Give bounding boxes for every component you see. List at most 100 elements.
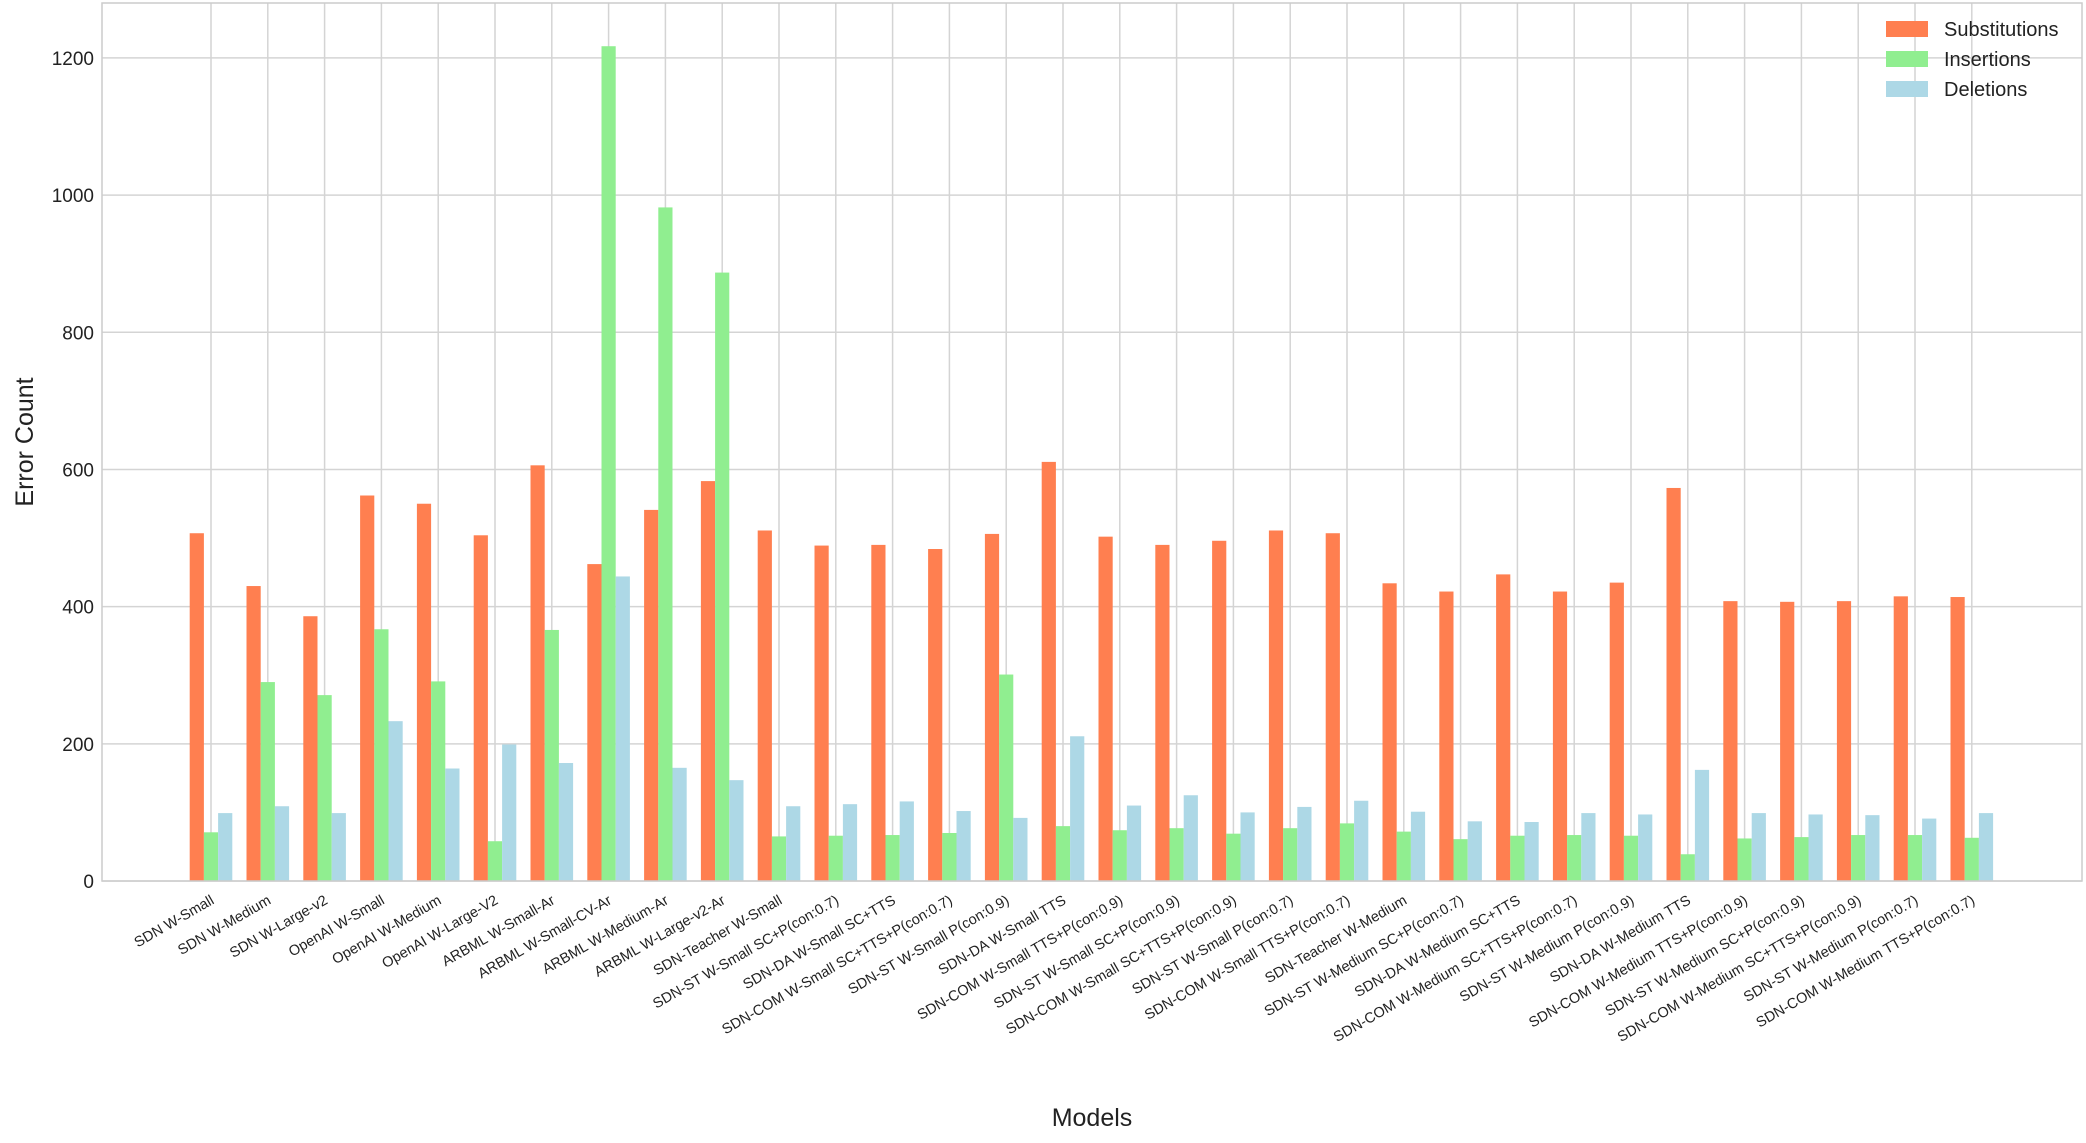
y-tick-label: 400 bbox=[62, 598, 94, 619]
bar-insertions bbox=[1794, 837, 1809, 881]
bar-insertions bbox=[1396, 831, 1411, 881]
bar-deletions bbox=[786, 806, 801, 881]
bar-series-group bbox=[189, 46, 1994, 882]
legend: Substitutions Insertions Deletions bbox=[1886, 19, 2059, 101]
bar-insertions bbox=[885, 835, 900, 881]
bar-insertions bbox=[431, 681, 446, 881]
bar-substitutions bbox=[928, 549, 943, 881]
bar-deletions bbox=[1183, 795, 1198, 881]
bar-insertions bbox=[544, 629, 559, 881]
bar-substitutions bbox=[1439, 591, 1454, 881]
y-axis-label: Error Count bbox=[11, 377, 39, 506]
bar-deletions bbox=[956, 811, 971, 881]
bar-insertions bbox=[658, 207, 673, 882]
bar-deletions bbox=[1524, 822, 1539, 881]
bar-deletions bbox=[331, 813, 346, 881]
y-tick-label: 200 bbox=[62, 735, 94, 756]
bar-insertions bbox=[203, 832, 219, 881]
bar-substitutions bbox=[757, 530, 772, 881]
bar-insertions bbox=[1851, 835, 1866, 881]
bar-substitutions bbox=[1780, 601, 1795, 881]
bar-substitutions bbox=[587, 564, 602, 881]
bar-deletions bbox=[672, 767, 687, 881]
bar-deletions bbox=[1297, 806, 1312, 881]
bar-substitutions bbox=[700, 481, 716, 881]
bar-insertions bbox=[1907, 835, 1923, 881]
bar-insertions bbox=[1226, 833, 1241, 881]
legend-swatch-deletions bbox=[1886, 81, 1928, 97]
bar-insertions bbox=[771, 836, 787, 881]
bar-deletions bbox=[1638, 814, 1653, 881]
bar-substitutions bbox=[1950, 597, 1965, 881]
bar-substitutions bbox=[1666, 487, 1681, 881]
bar-substitutions bbox=[1268, 530, 1284, 881]
bar-deletions bbox=[1694, 769, 1710, 881]
legend-label-substitutions: Substitutions bbox=[1944, 19, 2059, 41]
bar-substitutions bbox=[530, 465, 545, 881]
y-tick-label: 800 bbox=[62, 323, 94, 344]
bar-substitutions bbox=[1893, 596, 1908, 881]
legend-swatch-substitutions bbox=[1886, 21, 1928, 37]
bar-substitutions bbox=[416, 503, 432, 881]
bar-substitutions bbox=[1041, 461, 1056, 881]
bar-substitutions bbox=[1325, 533, 1340, 881]
bar-deletions bbox=[1013, 817, 1028, 881]
bar-deletions bbox=[1865, 815, 1880, 881]
bar-insertions bbox=[1055, 826, 1071, 881]
bar-substitutions bbox=[1723, 601, 1738, 881]
y-tick-label: 0 bbox=[83, 872, 94, 893]
bar-substitutions bbox=[303, 616, 318, 881]
bar-substitutions bbox=[1098, 536, 1113, 881]
bar-substitutions bbox=[1212, 540, 1227, 881]
bar-insertions bbox=[1510, 835, 1525, 881]
bar-substitutions bbox=[814, 545, 829, 881]
bar-insertions bbox=[1169, 828, 1184, 881]
legend-label-insertions: Insertions bbox=[1944, 49, 2031, 71]
bar-insertions bbox=[601, 46, 616, 882]
bar-insertions bbox=[1623, 835, 1639, 881]
bar-substitutions bbox=[473, 535, 488, 881]
y-tick-label: 1000 bbox=[52, 186, 94, 207]
bar-insertions bbox=[374, 629, 389, 881]
bar-deletions bbox=[1922, 818, 1937, 881]
bar-deletions bbox=[1070, 736, 1085, 881]
plot-frame bbox=[101, 2, 2083, 882]
bar-insertions bbox=[1283, 828, 1298, 881]
x-tick-label: SDN W-Large-v2 bbox=[227, 893, 330, 962]
bar-insertions bbox=[999, 674, 1014, 881]
bar-deletions bbox=[1126, 805, 1142, 881]
bar-insertions bbox=[1453, 839, 1468, 881]
bar-deletions bbox=[1354, 800, 1369, 881]
bar-deletions bbox=[615, 576, 630, 881]
bar-substitutions bbox=[644, 509, 659, 881]
bar-substitutions bbox=[1496, 574, 1511, 881]
bar-deletions bbox=[1410, 811, 1426, 881]
bar-substitutions bbox=[360, 495, 375, 881]
bar-insertions bbox=[942, 832, 957, 881]
bar-substitutions bbox=[1836, 601, 1852, 881]
bar-deletions bbox=[1808, 814, 1823, 881]
bar-deletions bbox=[1978, 813, 1994, 881]
bar-substitutions bbox=[1382, 583, 1397, 881]
bar-substitutions bbox=[189, 533, 204, 881]
bar-substitutions bbox=[871, 544, 886, 881]
y-tick-label: 600 bbox=[62, 460, 94, 481]
bar-insertions bbox=[828, 835, 843, 881]
bar-deletions bbox=[502, 744, 517, 881]
bar-substitutions bbox=[1552, 591, 1568, 881]
bar-deletions bbox=[1467, 821, 1482, 881]
bar-substitutions bbox=[246, 586, 261, 881]
bar-insertions bbox=[1339, 823, 1355, 881]
bar-substitutions bbox=[984, 533, 1000, 881]
bar-deletions bbox=[274, 806, 290, 881]
x-axis-label: Models bbox=[1052, 1104, 1133, 1132]
bar-deletions bbox=[1581, 813, 1596, 881]
bar-deletions bbox=[1240, 812, 1255, 881]
y-tick-label: 1200 bbox=[52, 49, 94, 70]
legend-swatch-insertions bbox=[1886, 51, 1928, 67]
bar-insertions bbox=[715, 272, 730, 881]
bar-insertions bbox=[1737, 838, 1752, 881]
bar-insertions bbox=[1680, 854, 1695, 881]
